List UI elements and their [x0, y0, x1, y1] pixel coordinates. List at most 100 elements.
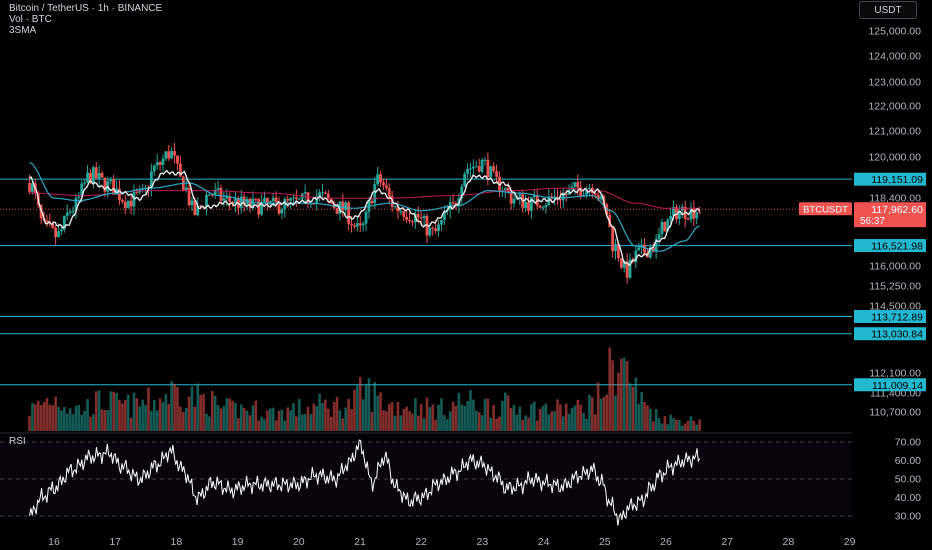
volume-bar [527, 417, 530, 431]
candle-body [292, 197, 295, 199]
candle-body [129, 200, 133, 207]
volume-bar [672, 418, 675, 431]
candle-body [335, 207, 339, 214]
volume-bar [202, 393, 205, 431]
volume-bar [242, 407, 246, 431]
volume-bar [512, 405, 516, 431]
volume-bar [358, 376, 362, 431]
time-axis-label: 20 [293, 536, 305, 548]
candle-body [207, 194, 211, 196]
candle-body [416, 213, 420, 218]
volume-legend[interactable]: Vol · BTC [9, 14, 52, 25]
volume-bar [309, 414, 313, 431]
volume-bar [155, 410, 159, 431]
candle-body [213, 189, 217, 195]
candle-body [97, 173, 101, 179]
volume-bar [132, 392, 136, 431]
volume-bar [338, 410, 342, 431]
rsi-axis-label: 70.00 [895, 437, 921, 449]
rsi-legend[interactable]: RSI [9, 436, 26, 447]
volume-bar [361, 399, 365, 431]
candle-body [477, 166, 481, 172]
volume-bar [559, 404, 562, 431]
volume-bar [298, 399, 301, 431]
candle-body [564, 194, 568, 196]
candle-body [103, 177, 107, 192]
volume-bar [170, 381, 173, 431]
time-axis-label: 18 [171, 536, 183, 548]
candle-body [675, 207, 678, 220]
volume-bar [286, 407, 290, 431]
candle-body [614, 244, 617, 252]
volume-bar [213, 395, 217, 431]
volume-bar [443, 415, 446, 431]
volume-bar [399, 415, 403, 431]
volume-bar [695, 424, 699, 431]
time-axis-label: 29 [844, 536, 856, 548]
volume-bar [605, 394, 609, 431]
candle-body [382, 182, 385, 186]
sma-slow-line [29, 187, 700, 209]
volume-bar [657, 418, 661, 431]
volume-bar [564, 403, 568, 431]
volume-bar [80, 414, 84, 431]
candle-body [637, 247, 641, 251]
candle-body [422, 216, 426, 219]
volume-bar [643, 401, 646, 431]
candle-body [28, 183, 31, 192]
volume-bar [614, 395, 617, 431]
candle-body [611, 227, 615, 252]
volume-bar [269, 408, 272, 431]
candle-body [434, 228, 438, 232]
time-axis-label: 22 [415, 536, 427, 548]
level-price-text: 113,030.84 [871, 329, 923, 341]
candle-body [51, 223, 55, 228]
candle-body [663, 222, 667, 232]
candle-body [324, 192, 327, 194]
volume-bar [387, 403, 391, 431]
candle-body [512, 198, 516, 204]
candle-body [178, 163, 182, 177]
level-price-tag [854, 327, 926, 341]
rsi-pane[interactable] [0, 439, 852, 526]
rsi-axis-label: 30.00 [895, 511, 921, 523]
candle-body [677, 210, 681, 220]
volume-bar [454, 405, 458, 431]
sma-legend[interactable]: 3SMA [9, 25, 37, 36]
candle-body [158, 162, 162, 165]
volume-bar [234, 402, 237, 431]
candle-body [559, 198, 562, 201]
volume-bar [126, 394, 130, 431]
volume-bar [547, 414, 551, 431]
volume-bar [89, 416, 92, 431]
candle-body [109, 179, 113, 182]
volume-bar [77, 404, 81, 431]
candle-body [648, 247, 652, 258]
candle-body [437, 224, 440, 232]
level-price-text: 113,712.89 [871, 311, 923, 323]
symbol-title[interactable]: Bitcoin / TetherUS · 1h · BINANCE [9, 3, 163, 14]
candle-body [77, 196, 81, 198]
candle-body [599, 196, 603, 200]
volume-bar [100, 409, 104, 431]
volume-bar [680, 425, 684, 431]
volume-bar [36, 400, 40, 431]
volume-bar [196, 383, 200, 431]
currency-button[interactable]: USDT [859, 1, 917, 19]
volume-bar [483, 398, 487, 431]
candle-body [60, 229, 63, 232]
price-axis-panel[interactable] [852, 0, 932, 550]
candle-body [268, 201, 272, 204]
candle-body [173, 150, 176, 156]
candle-body [94, 167, 98, 179]
volume-bar [257, 420, 261, 431]
volume-bar [347, 398, 350, 431]
volume-bar [115, 392, 118, 431]
candle-body [518, 194, 522, 197]
volume-bar [431, 404, 435, 431]
volume-bar [506, 395, 510, 431]
candle-body [196, 205, 200, 216]
volume-bar [678, 420, 681, 431]
